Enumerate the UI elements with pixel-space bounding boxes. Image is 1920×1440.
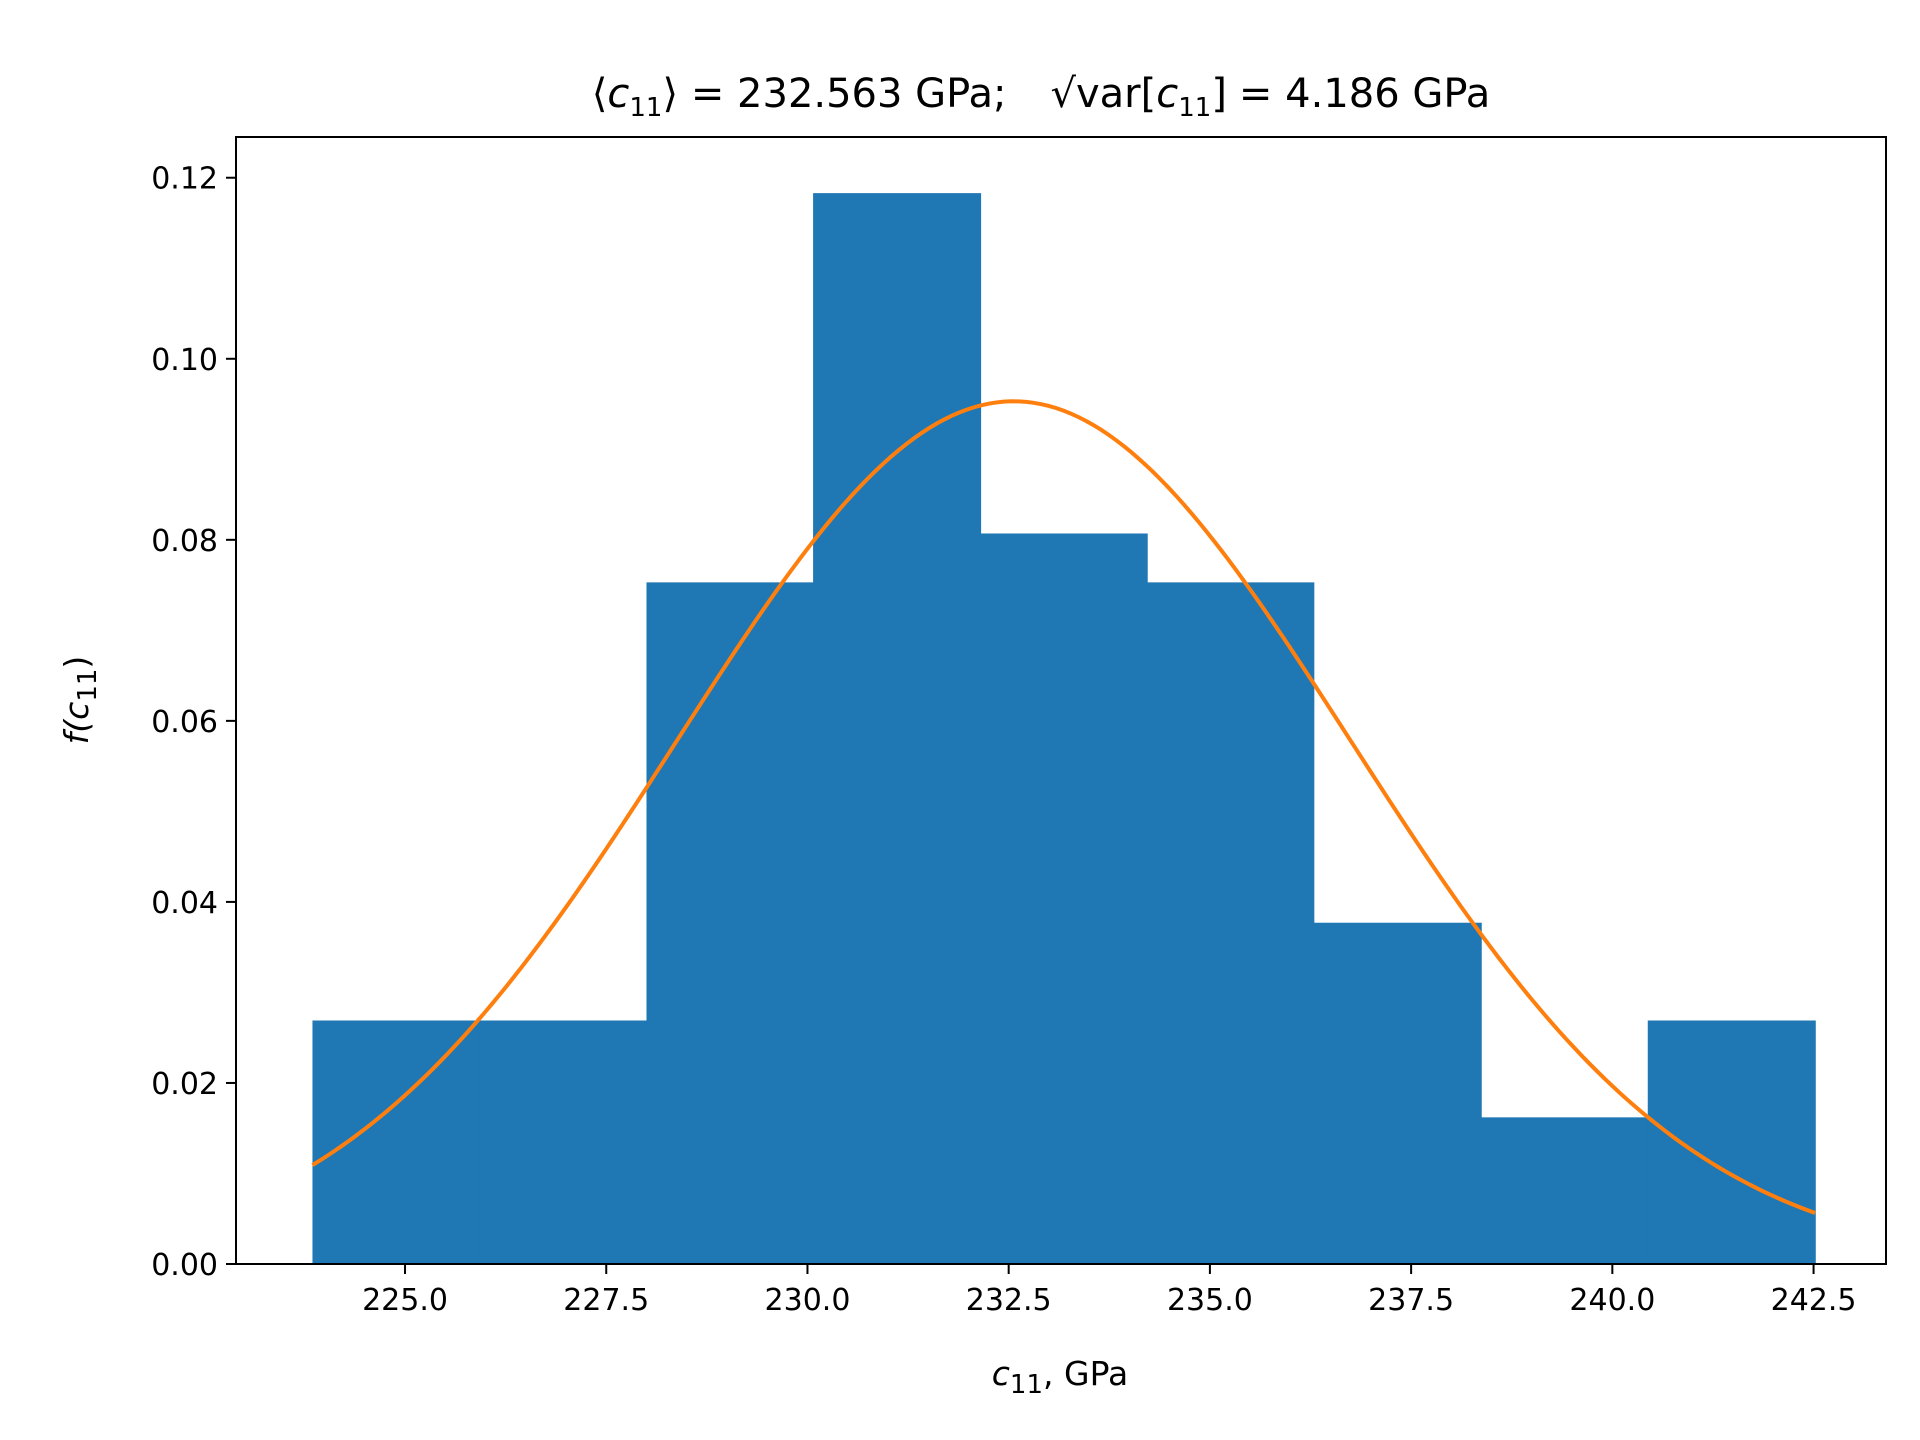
title-std-suffix: ]: [1211, 71, 1227, 117]
x-tick-label: 232.5: [966, 1283, 1052, 1318]
normal-fit-curve: [311, 399, 1816, 1215]
y-axis-label: f(c11): [57, 656, 103, 745]
histogram-bar-2: [646, 582, 814, 1264]
x-tick-label: 240.0: [1569, 1283, 1655, 1318]
title-mean-value: = 232.563 GPa;: [691, 71, 1007, 117]
histogram-bars: [312, 193, 1816, 1265]
title-mean-open: ⟨: [592, 71, 608, 117]
x-tick-label: 237.5: [1368, 1283, 1454, 1318]
title-sqrt-sign: √: [1050, 71, 1076, 117]
y-axis-label-prefix: f(: [57, 718, 96, 745]
x-axis-label-subscript: 11: [1010, 1370, 1043, 1400]
histogram-bar-5: [1147, 582, 1315, 1264]
title-std-symbol: c: [1156, 71, 1178, 117]
y-tick-label: 0.04: [151, 886, 218, 921]
x-tick-label: 225.0: [362, 1283, 448, 1318]
histogram-bar-4: [980, 533, 1148, 1264]
x-axis-label-unit: , GPa: [1043, 1354, 1128, 1393]
fit-curve-layer: [311, 399, 1816, 1215]
histogram-bar-0: [312, 1020, 480, 1264]
x-axis-label-symbol: c: [992, 1354, 1010, 1393]
y-axis-label-subscript: 11: [73, 669, 103, 702]
title-std-prefix: var[: [1076, 71, 1156, 117]
histogram-bar-8: [1647, 1020, 1816, 1264]
x-axis-ticks: 225.0 227.5 230.0 232.5 235.0 237.5 240.0 242.5: [362, 1264, 1857, 1318]
x-tick-label: 230.0: [765, 1283, 851, 1318]
title-std-subscript: 11: [1178, 93, 1211, 123]
x-axis-label: c11, GPa: [992, 1354, 1128, 1400]
title-std-value: = 4.186 GPa: [1239, 71, 1490, 117]
histogram-bar-7: [1481, 1117, 1649, 1264]
y-axis-label-suffix: ): [57, 656, 96, 669]
title-mean-close: ⟩: [662, 71, 690, 117]
histogram-bar-1: [479, 1020, 648, 1264]
title-mean-symbol: c: [607, 71, 629, 117]
x-tick-label: 227.5: [563, 1283, 649, 1318]
y-tick-label: 0.02: [151, 1067, 218, 1102]
y-tick-label: 0.08: [151, 524, 218, 559]
x-tick-label: 235.0: [1167, 1283, 1253, 1318]
y-axis-label-symbol: c: [57, 702, 96, 720]
chart-title: ⟨c11⟩ = 232.563 GPa; √var[c11] = 4.186 GPa: [592, 71, 1490, 123]
title-mean-subscript: 11: [629, 93, 662, 123]
y-tick-label: 0.12: [151, 162, 218, 197]
y-axis-ticks: 0.00 0.02 0.04 0.06 0.08 0.10 0.12: [151, 162, 236, 1283]
y-tick-label: 0.06: [151, 705, 218, 740]
plot-frame: [235, 136, 1887, 1265]
histogram-bar-3: [813, 193, 982, 1265]
x-tick-label: 242.5: [1771, 1283, 1857, 1318]
histogram-bar-6: [1313, 922, 1482, 1264]
y-tick-label: 0.00: [151, 1248, 218, 1283]
y-tick-label: 0.10: [151, 343, 218, 378]
